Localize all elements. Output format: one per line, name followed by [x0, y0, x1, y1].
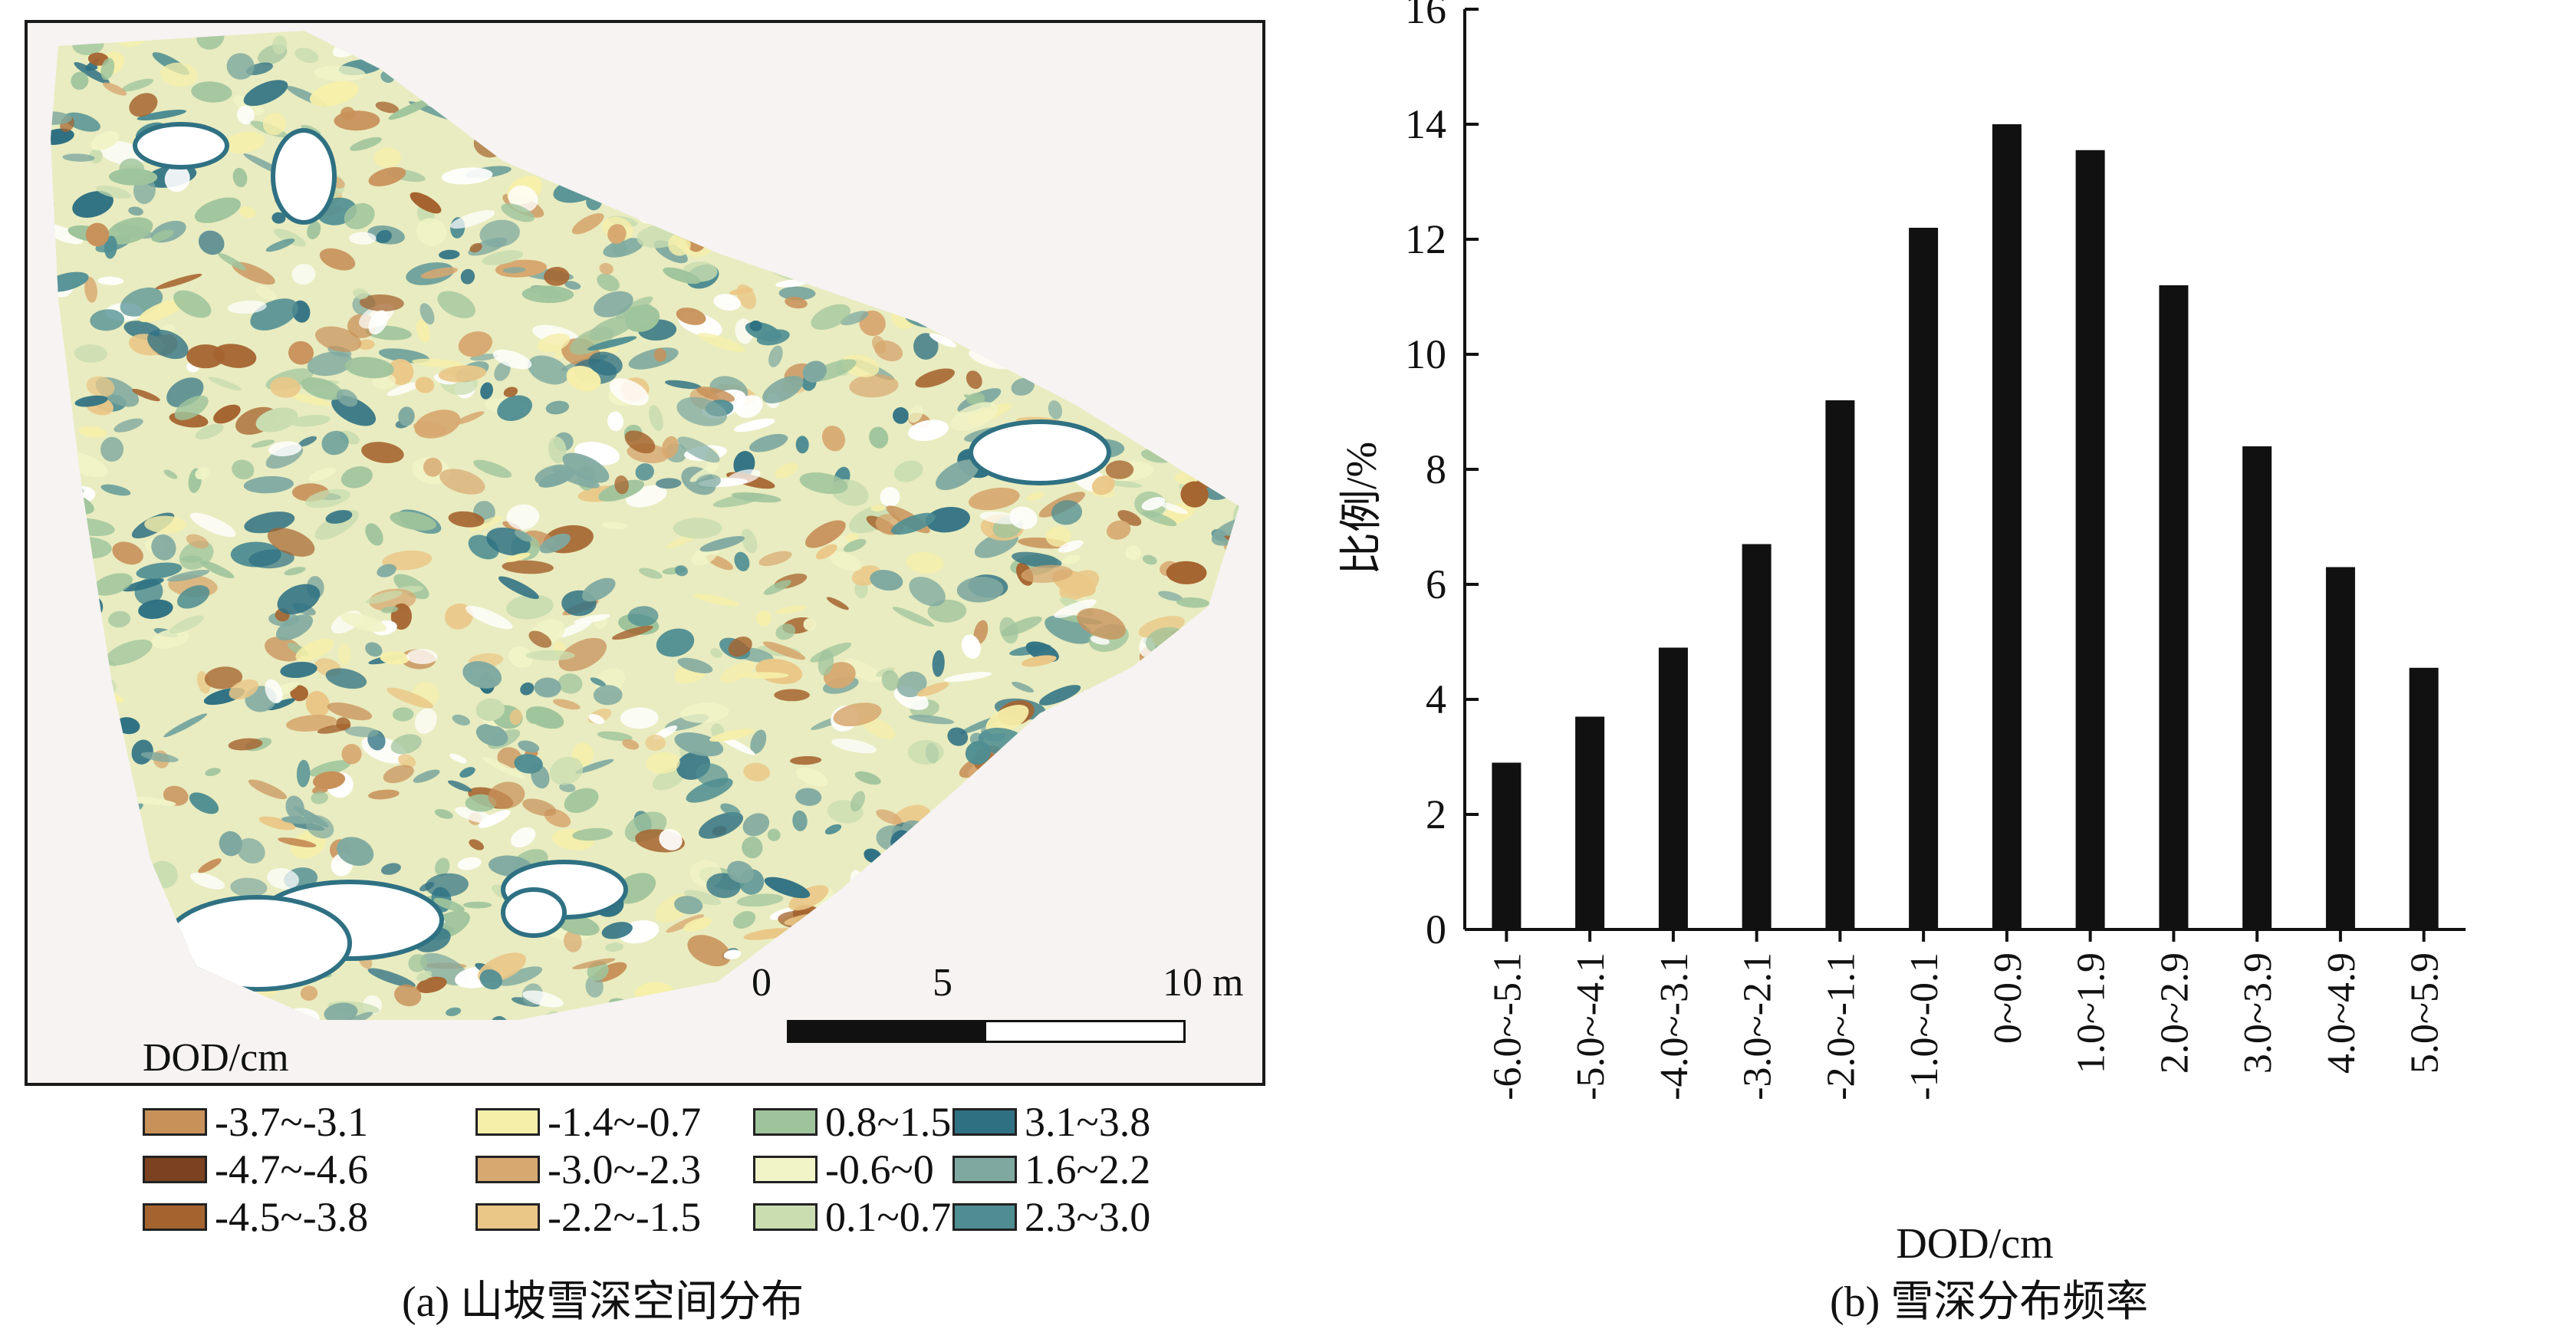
y-tick-label: 14: [1405, 101, 1446, 147]
caption-a: (a) 山坡雪深空间分布: [402, 1278, 804, 1326]
legend-item: -1.4~-0.7: [475, 1098, 701, 1146]
legend-label: 2.3~3.0: [1025, 1194, 1151, 1240]
frequency-bar-chart: 0 2 4 6 8 10 12 14 16 -6.0~-5.1 -5.0~-4.1 -4.0~-3.…: [1338, 0, 2466, 1268]
bar: [1575, 716, 1605, 929]
legend-item: 0.8~1.5: [753, 1098, 951, 1146]
legend-swatch: [952, 1108, 1017, 1136]
bar: [2075, 150, 2105, 930]
x-axis-label: DOD/cm: [1896, 1220, 2053, 1268]
legend-item: 3.1~3.8: [952, 1098, 1150, 1146]
legend-title: DOD/cm: [143, 1036, 289, 1080]
bar: [1992, 124, 2022, 929]
x-tick-label: -4.0~-3.1: [1653, 952, 1696, 1100]
legend-item: -0.6~0: [753, 1146, 934, 1193]
map-panel: 0 5 10 m DOD/cm: [25, 20, 1265, 1086]
x-tick-label: 3.0~3.9: [2236, 952, 2280, 1074]
legend-label: 0.8~1.5: [825, 1099, 952, 1145]
bar: [2242, 446, 2272, 929]
x-tick-label: 5.0~5.9: [2403, 952, 2447, 1074]
legend-item: -4.7~-4.6: [143, 1146, 368, 1193]
legend-swatch: [753, 1156, 818, 1183]
scale-bar-white: [986, 1022, 1183, 1041]
bar: [1825, 400, 1855, 929]
legend-label: 3.1~3.8: [1025, 1099, 1151, 1145]
legend-label: -4.5~-3.8: [215, 1194, 369, 1240]
x-tick-label: -3.0~-2.1: [1736, 952, 1780, 1100]
y-tick-label: 6: [1426, 561, 1446, 607]
y-tick-label: 10: [1405, 331, 1446, 377]
caption-b: (b) 雪深分布频率: [1830, 1278, 2149, 1326]
legend-label: -1.4~-0.7: [548, 1099, 702, 1145]
bars: [1492, 124, 2439, 930]
x-tick-label: 4.0~4.9: [2320, 952, 2364, 1074]
x-tick-label: -6.0~-5.1: [1485, 952, 1529, 1100]
legend-swatch: [753, 1203, 818, 1231]
legend-label: 0.1~0.7: [825, 1194, 952, 1240]
x-tick-label: -5.0~-4.1: [1569, 952, 1613, 1100]
legend-item: -4.5~-3.8: [143, 1193, 368, 1241]
scale-label-10m: 10 m: [1163, 961, 1244, 1005]
legend-label: -0.6~0: [825, 1146, 934, 1192]
legend-swatch: [143, 1203, 207, 1231]
y-tick-label: 2: [1426, 791, 1446, 837]
scale-bar: [787, 1020, 1186, 1043]
legend-swatch: [143, 1108, 207, 1136]
x-tick-label: 0~0.9: [1986, 952, 2030, 1044]
x-axis: -6.0~-5.1 -5.0~-4.1 -4.0~-3.1 -3.0~-2.1 -2.0…: [1465, 928, 2466, 1100]
bar: [1909, 228, 1939, 929]
y-tick-label: 4: [1426, 676, 1446, 722]
y-tick-label: 12: [1405, 216, 1446, 262]
bar: [2409, 667, 2439, 930]
legend-item: -3.0~-2.3: [475, 1146, 701, 1193]
bar: [1658, 647, 1688, 929]
scale-label-0: 0: [752, 961, 771, 1005]
y-axis: 0 2 4 6 8 10 12 14 16: [1405, 0, 1479, 952]
x-tick-label: 2.0~2.9: [2153, 952, 2196, 1074]
legend-item: 1.6~2.2: [952, 1146, 1150, 1193]
bar: [1492, 762, 1522, 929]
legend-label: -3.0~-2.3: [548, 1146, 702, 1192]
legend-swatch: [475, 1156, 540, 1183]
legend-swatch: [952, 1203, 1017, 1231]
legend-item: 0.1~0.7: [753, 1193, 951, 1241]
y-axis-label: 比例/%: [1338, 442, 1386, 575]
y-tick-label: 8: [1426, 446, 1446, 492]
legend-item: 2.3~3.0: [952, 1193, 1150, 1241]
legend-swatch: [475, 1108, 540, 1136]
legend-label: 1.6~2.2: [1025, 1146, 1151, 1192]
legend-swatch: [143, 1156, 207, 1183]
legend-swatch: [475, 1203, 540, 1231]
y-tick-label: 0: [1426, 906, 1446, 952]
bar: [2159, 285, 2189, 929]
scale-bar-black: [789, 1022, 986, 1041]
x-tick-label: 1.0~1.9: [2070, 952, 2114, 1074]
legend-item: -3.7~-3.1: [143, 1098, 368, 1146]
scale-label-5: 5: [933, 961, 952, 1005]
x-tick-label: -2.0~-1.1: [1819, 952, 1863, 1100]
legend-item: -2.2~-1.5: [475, 1193, 701, 1241]
legend-label: -3.7~-3.1: [215, 1099, 369, 1145]
x-tick-label: -1.0~-0.1: [1903, 952, 1946, 1100]
snow-depth-map: [28, 23, 1262, 1083]
legend-label: -2.2~-1.5: [548, 1194, 702, 1240]
legend-swatch: [952, 1156, 1017, 1183]
legend-label: -4.7~-4.6: [215, 1146, 369, 1192]
bar: [2325, 567, 2355, 929]
y-tick-label: 16: [1405, 0, 1446, 32]
legend-swatch: [753, 1108, 818, 1136]
bar: [1742, 544, 1772, 929]
